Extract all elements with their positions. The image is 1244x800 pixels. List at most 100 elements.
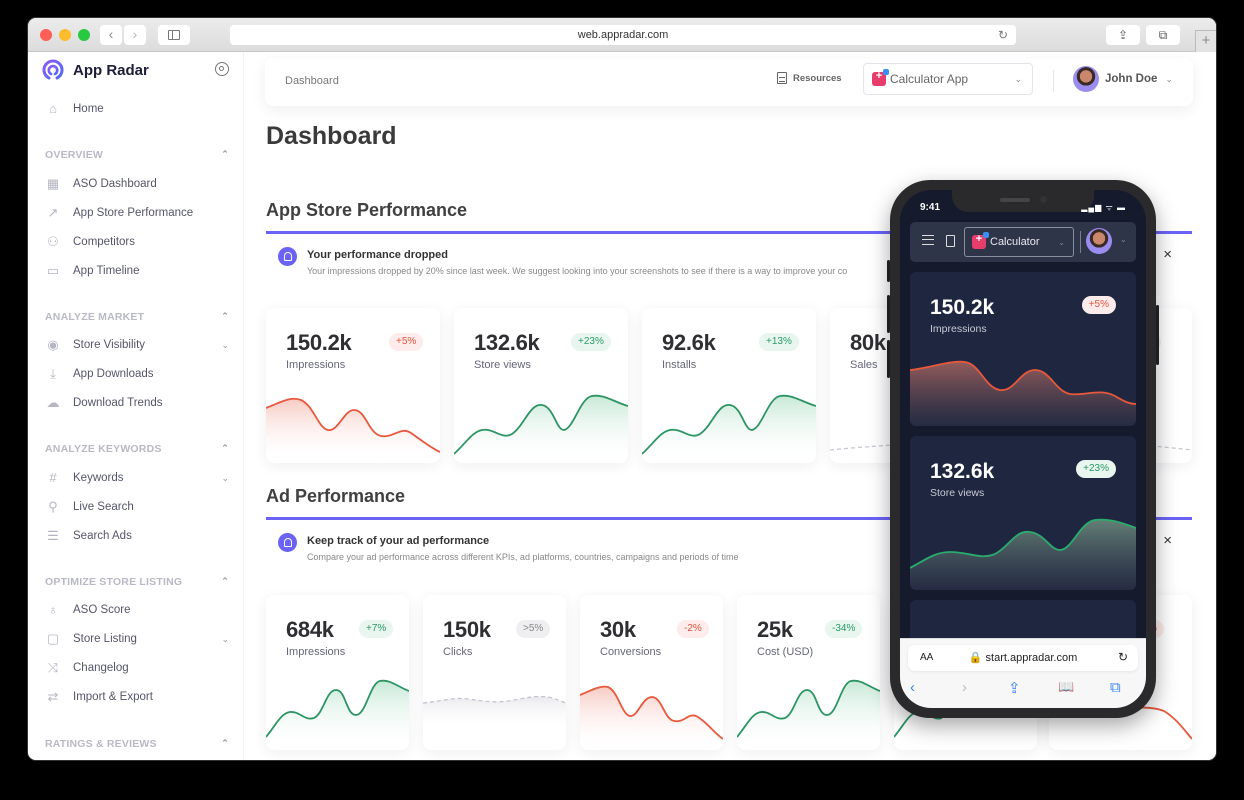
avatar (1073, 66, 1099, 92)
sidebar-item-label: ASO Dashboard (73, 178, 157, 190)
breadcrumb[interactable]: Dashboard (285, 75, 339, 87)
share-button[interactable]: ⇪ (1106, 25, 1140, 45)
address-bar[interactable]: web.appradar.com ↻ (230, 25, 1016, 45)
sparkline-chart (454, 394, 628, 463)
award-icon: ♁ (48, 602, 58, 617)
sidebar-item-search-ads[interactable]: ☰ Search Ads (45, 525, 229, 547)
shuffle-icon: ⤨ (47, 660, 59, 675)
metric-card-installs[interactable]: 92.6k Installs +13% (642, 308, 816, 463)
calculator-app-icon (872, 69, 889, 86)
alert-body: Compare your ad performance across diffe… (307, 552, 739, 562)
sidebar-item-label: Competitors (73, 236, 135, 248)
section-optimize-store-listing[interactable]: OPTIMIZE STORE LISTING ⌃ (45, 576, 229, 592)
forward-button[interactable]: › (124, 25, 146, 45)
alert-title: Your performance dropped (307, 249, 448, 261)
sidebar-item-store-listing[interactable]: ▢ Store Listing ⌄ (45, 628, 229, 650)
resources-link[interactable]: Resources (777, 72, 842, 84)
sidebar-item-label: App Timeline (73, 265, 140, 277)
mobile-address-bar[interactable]: AA 🔒 start.appradar.com ↻ (908, 645, 1138, 671)
section-analyze-keywords[interactable]: ANALYZE KEYWORDS ⌃ (45, 443, 229, 459)
reload-icon[interactable]: ↻ (997, 28, 1008, 42)
sidebar-item-store-visibility[interactable]: ◉ Store Visibility ⌄ (45, 334, 229, 356)
home-icon: ⌂ (49, 101, 57, 116)
settings-icon[interactable] (215, 62, 229, 76)
mobile-metric-card-impressions[interactable]: 150.2k Impressions +5% (910, 272, 1136, 426)
sidebar-item-aso-dashboard[interactable]: ▦ ASO Dashboard (45, 173, 229, 195)
chevron-up-icon[interactable]: ⌃ (221, 149, 229, 159)
sidebar-item-label: Home (73, 103, 104, 115)
ad-card-impressions[interactable]: 684k Impressions +7% (266, 595, 409, 750)
sidebar-item-import-export[interactable]: ⇄ Import & Export (45, 686, 229, 708)
document-icon[interactable] (946, 235, 955, 247)
back-icon[interactable]: ‹ (910, 679, 915, 696)
hamburger-menu-icon[interactable] (922, 235, 934, 245)
zoom-window-button[interactable] (78, 29, 90, 41)
section-title: RATINGS & REVIEWS (45, 738, 157, 750)
resources-label: Resources (793, 72, 842, 84)
sidebar-item-home[interactable]: ⌂ Home (45, 98, 229, 120)
section-divider (266, 231, 1192, 234)
close-icon[interactable]: × (1163, 246, 1172, 263)
bookmarks-icon[interactable]: 📖 (1058, 679, 1075, 694)
forward-icon[interactable]: › (962, 679, 967, 696)
app-selector[interactable]: Calculator App ⌄ (863, 63, 1033, 95)
user-menu[interactable]: John Doe ⌄ (1073, 66, 1173, 92)
trend-up-icon: ↗ (47, 205, 59, 220)
ad-card-conversions[interactable]: 30k Conversions -2% (580, 595, 723, 750)
close-window-button[interactable] (40, 29, 52, 41)
change-badge: -34% (825, 620, 863, 638)
metric-label: Impressions (286, 646, 346, 658)
metric-label: Installs (662, 359, 697, 371)
reload-icon[interactable]: ↻ (1117, 650, 1128, 664)
change-badge: +13% (759, 333, 799, 351)
sidebar-toggle-button[interactable] (158, 25, 190, 45)
avatar[interactable] (1086, 228, 1112, 254)
section-analyze-market[interactable]: ANALYZE MARKET ⌃ (45, 311, 229, 327)
minimize-window-button[interactable] (59, 29, 71, 41)
mobile-metric-card-store-views[interactable]: 132.6k Store views +23% (910, 436, 1136, 590)
divider (1053, 70, 1054, 92)
calendar-icon: ▭ (46, 263, 60, 278)
metric-card-impressions[interactable]: 150.2k Impressions +5% (266, 308, 440, 463)
show-tabs-button[interactable]: ⧉ (1146, 25, 1180, 45)
sidebar-item-changelog[interactable]: ⤨ Changelog (45, 657, 229, 679)
sidebar-item-download-trends[interactable]: ☁ Download Trends (45, 392, 229, 414)
brand[interactable]: App Radar (42, 57, 229, 83)
chevron-up-icon[interactable]: ⌃ (221, 311, 229, 321)
tabs-icon[interactable]: ⧉ (1110, 679, 1121, 696)
chevron-down-icon[interactable]: ⌄ (221, 339, 229, 350)
back-button[interactable]: ‹ (100, 25, 122, 45)
close-icon[interactable]: × (1163, 532, 1172, 549)
chevron-down-icon: ⌄ (1120, 235, 1127, 244)
sidebar-item-aso-score[interactable]: ♁ ASO Score (45, 599, 229, 621)
sparkline-chart (266, 679, 409, 750)
sidebar-item-keywords[interactable]: # Keywords ⌄ (45, 467, 229, 489)
metric-value: 150.2k (930, 296, 995, 319)
chevron-down-icon[interactable]: ⌄ (221, 472, 229, 483)
section-overview[interactable]: OVERVIEW ⌃ (45, 149, 229, 165)
metric-card-store-views[interactable]: 132.6k Store views +23% (454, 308, 628, 463)
text-size-button[interactable]: AA (920, 652, 934, 663)
metric-value: 150.2k (286, 330, 352, 355)
chevron-up-icon[interactable]: ⌃ (221, 443, 229, 453)
sidebar-item-label: Import & Export (73, 691, 153, 703)
section-ratings-reviews[interactable]: RATINGS & REVIEWS ⌃ (45, 738, 229, 754)
new-tab-button[interactable]: + (1195, 30, 1216, 52)
ad-card-cost[interactable]: 25k Cost (USD) -34% (737, 595, 880, 750)
chevron-down-icon[interactable]: ⌄ (221, 633, 229, 644)
mobile-app-selector[interactable]: Calculator ⌄ (964, 227, 1074, 257)
sidebar-item-live-search[interactable]: ⚲ Live Search (45, 496, 229, 518)
top-bar: Dashboard Resources Calculator App ⌄ Joh… (265, 58, 1193, 106)
chevron-up-icon[interactable]: ⌃ (221, 738, 229, 748)
ad-performance-heading: Ad Performance (266, 486, 406, 506)
sidebar-item-competitors[interactable]: ⚇ Competitors (45, 231, 229, 253)
sidebar-item-app-timeline[interactable]: ▭ App Timeline (45, 260, 229, 282)
ad-card-clicks[interactable]: 150k Clicks >5% (423, 595, 566, 750)
share-icon[interactable]: ⇪ (1008, 680, 1021, 697)
calculator-app-icon (972, 232, 989, 249)
user-name: John Doe (1105, 73, 1158, 85)
sidebar-item-app-downloads[interactable]: ⤓ App Downloads (45, 363, 229, 385)
change-badge: +23% (1076, 460, 1116, 478)
sidebar-item-app-store-performance[interactable]: ↗ App Store Performance (45, 202, 229, 224)
chevron-up-icon[interactable]: ⌃ (221, 576, 229, 586)
